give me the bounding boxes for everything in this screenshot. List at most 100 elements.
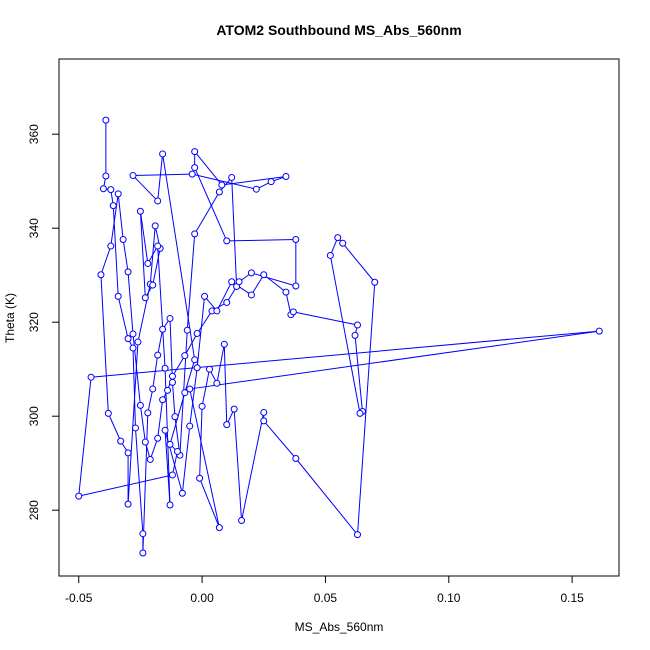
series-line-segment	[107, 413, 122, 442]
data-point	[107, 242, 115, 250]
data-point	[144, 409, 152, 417]
series-line-segment	[139, 405, 146, 443]
series-line-segment	[184, 333, 198, 356]
data-point	[339, 239, 347, 247]
series-line-segment	[250, 274, 265, 296]
series-line-segment	[132, 175, 159, 202]
data-point	[178, 489, 186, 497]
data-point	[166, 501, 174, 509]
series-line-segment	[186, 233, 196, 331]
data-point	[87, 373, 95, 381]
data-point	[139, 530, 147, 538]
data-point	[124, 335, 132, 343]
series-line-segment	[357, 282, 376, 535]
data-point	[139, 549, 147, 557]
series-line-segment	[171, 382, 176, 417]
series-line-segment	[157, 246, 166, 369]
data-point	[124, 500, 132, 508]
data-point	[166, 314, 174, 322]
data-point	[230, 405, 238, 413]
data-point	[356, 409, 364, 417]
y-tick-label: 280	[27, 500, 41, 520]
data-point	[131, 424, 139, 432]
series-line-segment	[132, 173, 193, 177]
data-point	[124, 449, 132, 457]
series-line-segment	[233, 409, 243, 521]
data-point	[154, 242, 162, 250]
data-point	[136, 207, 144, 215]
data-point	[247, 291, 255, 299]
data-point	[247, 269, 255, 277]
data-point	[166, 440, 174, 448]
series-line-segment	[194, 151, 223, 186]
data-point	[186, 385, 194, 393]
x-tick-label: 0.00	[190, 591, 214, 605]
series-line-segment	[201, 369, 210, 407]
data-point	[215, 188, 223, 196]
x-tick-label: -0.05	[65, 591, 93, 605]
data-point	[134, 338, 142, 346]
series-line-segment	[263, 420, 297, 459]
data-point	[154, 434, 162, 442]
data-point	[154, 351, 162, 359]
series-line-segment	[91, 330, 600, 378]
data-point	[260, 408, 268, 416]
series-line-segment	[293, 311, 358, 326]
data-point	[141, 438, 149, 446]
data-point	[119, 235, 127, 243]
series-line-segment	[117, 296, 129, 339]
series-line-segment	[221, 176, 287, 186]
data-point	[292, 282, 300, 290]
series-line-segment	[157, 153, 164, 201]
data-point	[144, 259, 152, 267]
data-point	[201, 292, 209, 300]
data-point	[161, 364, 169, 372]
series-line-segment	[172, 355, 186, 377]
data-point	[97, 271, 105, 279]
series-line-segment	[117, 193, 124, 240]
data-point	[223, 298, 231, 306]
series-line-segment	[152, 355, 159, 390]
data-point	[351, 331, 359, 339]
series-line-segment	[181, 426, 191, 494]
data-point	[213, 379, 221, 387]
data-point	[260, 417, 268, 425]
data-point	[114, 190, 122, 198]
series-line-segment	[295, 458, 358, 535]
series-line-segment	[189, 388, 220, 528]
series-line-segment	[134, 427, 144, 534]
data-point	[282, 288, 290, 296]
series-line-segment	[196, 310, 213, 334]
series-line-segment	[139, 211, 149, 264]
series-line-segment	[149, 438, 159, 460]
data-point	[292, 235, 300, 243]
series-line-segment	[184, 359, 196, 393]
data-point	[238, 517, 246, 525]
data-point	[220, 340, 228, 348]
data-point	[129, 172, 137, 180]
data-point	[164, 386, 172, 394]
data-point	[198, 402, 206, 410]
data-point	[102, 116, 110, 124]
series-line-segment	[169, 318, 173, 383]
data-point	[260, 271, 268, 279]
data-point	[183, 326, 191, 334]
data-point	[146, 455, 154, 463]
y-tick-label: 360	[27, 124, 41, 144]
series-line-segment	[127, 271, 134, 334]
data-point	[168, 378, 176, 386]
data-point	[213, 307, 221, 315]
data-point	[267, 178, 275, 186]
series-line-segment	[164, 430, 171, 506]
data-point	[334, 234, 342, 242]
series-points	[75, 116, 603, 557]
data-point	[149, 281, 157, 289]
series-line-segment	[226, 238, 296, 242]
data-point	[193, 329, 201, 337]
data-point	[159, 150, 167, 158]
data-point	[149, 385, 157, 393]
x-tick-label: 0.15	[560, 591, 584, 605]
y-tick-label: 340	[27, 218, 41, 238]
